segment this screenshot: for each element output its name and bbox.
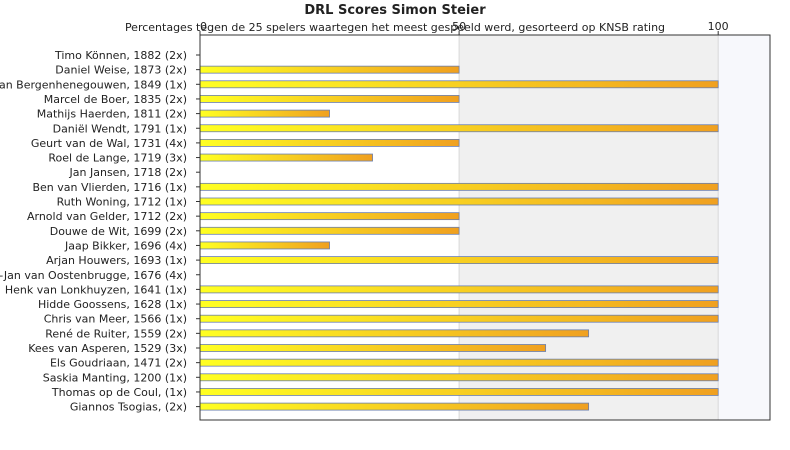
background-band	[459, 35, 719, 420]
bar	[199, 358, 719, 367]
x-tick-label: 50	[452, 20, 466, 33]
bar	[199, 388, 719, 396]
bar	[199, 285, 719, 294]
bar	[199, 153, 373, 162]
bar	[199, 402, 590, 411]
category-label: Roel de Lange, 1719 (3x)	[48, 152, 187, 165]
bar	[199, 95, 460, 103]
category-label: Daniël Wendt, 1791 (1x)	[53, 122, 187, 135]
chart-subtitle: Percentages tegen de 25 spelers waartege…	[124, 21, 666, 34]
background-band	[718, 35, 770, 420]
category-label: Hidde Goossens, 1628 (1x)	[38, 298, 187, 311]
category-label: Mathijs Haerden, 1811 (2x)	[37, 108, 187, 121]
x-tick-label: 0	[200, 20, 207, 33]
bar	[199, 197, 719, 206]
category-label: Geurt van de Wal, 1731 (4x)	[31, 137, 187, 150]
category-label: Saskia Manting, 1200 (1x)	[43, 371, 187, 384]
category-label: Timo Können, 1882 (2x)	[54, 49, 187, 62]
bar	[199, 241, 330, 250]
category-label: Henk van Lonkhuyzen, 1641 (1x)	[5, 283, 187, 296]
x-tick-label: 100	[708, 20, 729, 33]
category-label: Thomas op de Coul, (1x)	[51, 386, 187, 399]
bar	[199, 80, 719, 89]
bar	[199, 256, 719, 265]
bar	[199, 212, 460, 221]
chart-title: DRL Scores Simon Steier	[304, 3, 486, 18]
bar	[199, 344, 547, 352]
category-label: Douwe de Wit, 1699 (2x)	[50, 225, 187, 238]
bar	[199, 300, 719, 308]
plot-frame	[199, 34, 771, 421]
category-label: René de Ruiter, 1559 (2x)	[45, 327, 187, 340]
bar	[199, 65, 460, 74]
category-label: Els Goudriaan, 1471 (2x)	[50, 357, 187, 370]
category-label: Ben van Vlierden, 1716 (1x)	[32, 181, 187, 194]
category-label: Ruth Woning, 1712 (1x)	[57, 196, 187, 209]
category-label: Arnold van Gelder, 1712 (2x)	[27, 210, 187, 223]
bar	[199, 314, 719, 323]
category-label: Daniel Weise, 1873 (2x)	[55, 64, 187, 77]
category-label: Giannos Tsogias, (2x)	[70, 401, 187, 414]
category-label: Jaap Bikker, 1696 (4x)	[64, 239, 187, 252]
bar	[199, 109, 330, 118]
bar	[199, 329, 590, 338]
category-label: Gert-Jan van Oostenbrugge, 1676 (4x)	[0, 269, 187, 282]
bar	[199, 373, 719, 382]
bar	[199, 226, 460, 235]
category-label: Kees van Asperen, 1529 (3x)	[28, 342, 187, 355]
category-label: Jan Jansen, 1718 (2x)	[69, 166, 187, 179]
category-label: Marcel van Bergenhenegouwen, 1849 (1x)	[0, 78, 187, 91]
bar	[199, 138, 460, 147]
category-label: Marcel de Boer, 1835 (2x)	[44, 93, 187, 106]
bar	[199, 182, 719, 191]
bar	[199, 124, 719, 133]
category-label: Chris van Meer, 1566 (1x)	[44, 313, 187, 326]
category-label: Arjan Houwers, 1693 (1x)	[46, 254, 187, 267]
